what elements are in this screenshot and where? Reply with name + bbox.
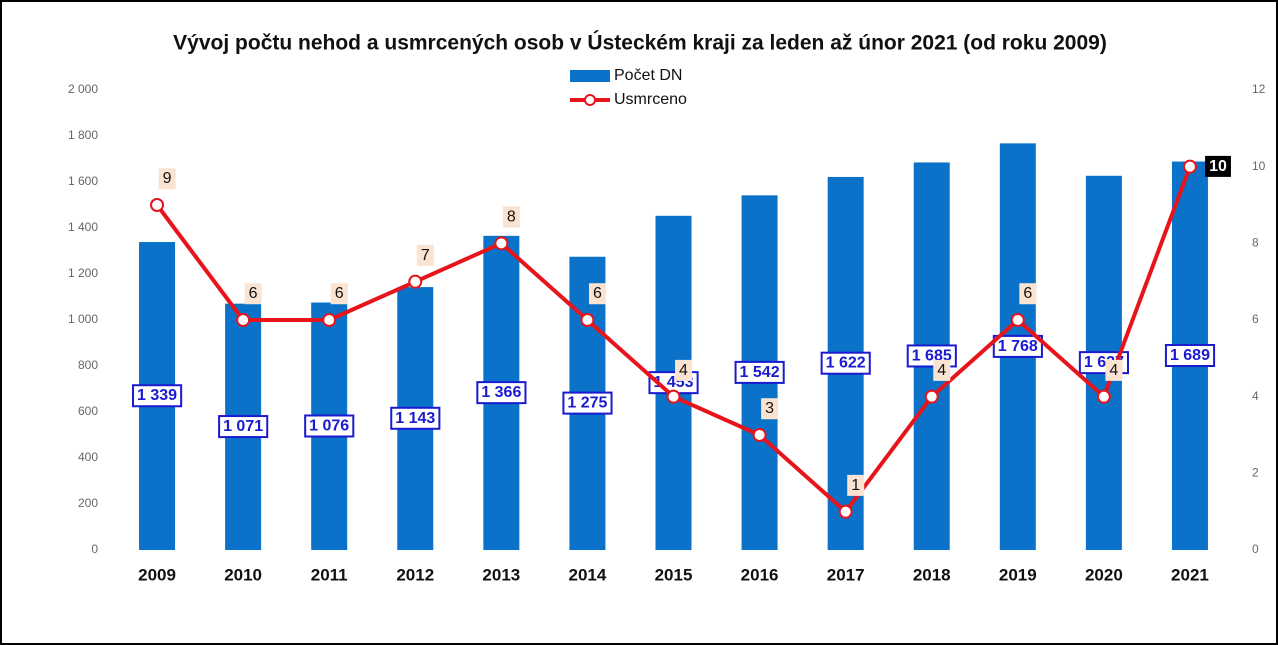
x-tick-label: 2016 — [741, 565, 779, 584]
x-tick-label: 2012 — [396, 565, 434, 584]
line-value-label: 6 — [249, 285, 258, 302]
bar-value-label-box — [734, 360, 785, 384]
line-value-label: 7 — [421, 247, 430, 264]
bar-value-label-box — [390, 406, 441, 430]
line-value-label: 6 — [1023, 285, 1032, 302]
line-value-label-box — [330, 283, 348, 305]
line-value-label-box — [244, 283, 262, 305]
bar-value-label: 1 366 — [481, 384, 521, 401]
line-point — [322, 313, 337, 327]
legend-label: Usmrceno — [614, 91, 687, 108]
bar-value-label: 1 076 — [309, 417, 349, 434]
x-tick-label: 2021 — [1171, 565, 1209, 584]
line-value-label-box — [588, 283, 606, 305]
line-value-label: 3 — [765, 400, 774, 417]
line-point — [150, 198, 165, 212]
line-point — [580, 313, 595, 327]
bar-value-label-box — [992, 334, 1043, 358]
line-value-label-box — [1205, 155, 1231, 177]
x-tick-label: 2015 — [655, 565, 693, 584]
y-tick-label: 800 — [78, 358, 98, 372]
x-tick-label: 2014 — [569, 565, 607, 584]
bar-value-label: 1 339 — [137, 387, 177, 404]
x-tick-label: 2013 — [482, 565, 520, 584]
y-tick-label: 600 — [78, 404, 98, 418]
y-tick-label: 1 400 — [68, 220, 98, 234]
y2-tick-label: 4 — [1252, 389, 1259, 403]
x-tick-label: 2019 — [999, 565, 1037, 584]
y2-tick-label: 10 — [1252, 159, 1266, 173]
line-value-label-box — [416, 244, 434, 266]
line-value-label-box — [847, 474, 865, 496]
line-value-label: 4 — [1109, 362, 1118, 379]
line-point — [1182, 159, 1197, 174]
chart-title: Vývoj počtu nehod a usmrcených osob v Ús… — [173, 31, 1107, 55]
line-point — [666, 389, 681, 404]
line-point — [924, 389, 939, 404]
line-value-label: 1 — [851, 477, 860, 494]
legend-label: Počet DN — [614, 67, 682, 84]
bar-value-label: 1 143 — [395, 410, 435, 427]
y-tick-label: 1 200 — [68, 266, 98, 280]
line-point — [1010, 313, 1025, 327]
x-tick-label: 2020 — [1085, 565, 1123, 584]
line-point — [752, 428, 767, 442]
bar-value-label-box — [476, 381, 527, 405]
legend-swatch — [570, 70, 610, 82]
bar-value-label: 1 275 — [567, 395, 607, 412]
y-tick-label: 200 — [78, 496, 98, 510]
line-value-label: 9 — [163, 170, 172, 187]
line-point — [408, 274, 423, 289]
line-value-label-box — [502, 206, 520, 228]
line-value-label: 10 — [1209, 158, 1227, 175]
bar-value-label-box — [218, 415, 269, 439]
x-tick-label: 2009 — [138, 565, 176, 584]
bar-value-label-box — [304, 414, 355, 438]
line-point — [1096, 389, 1111, 404]
bar-value-label: 1 768 — [998, 338, 1038, 355]
bar-value-label-box — [1164, 343, 1216, 367]
y2-tick-label: 12 — [1252, 82, 1266, 96]
bar-value-label: 1 071 — [223, 418, 263, 435]
line-value-label: 4 — [937, 362, 946, 379]
line-point — [236, 313, 251, 327]
x-tick-label: 2010 — [224, 565, 262, 584]
y-tick-label: 2 000 — [68, 82, 98, 96]
line-value-label: 4 — [679, 362, 688, 379]
line-value-label-box — [761, 398, 779, 420]
bar-value-label-box — [132, 384, 183, 408]
line-value-label-box — [1019, 283, 1037, 305]
line-value-label: 6 — [593, 285, 602, 302]
bar-value-label: 1 622 — [826, 355, 866, 372]
line-value-label: 8 — [507, 209, 516, 226]
bar-value-label-box — [820, 351, 871, 375]
line-value-label-box — [933, 359, 951, 381]
line-value-label-box — [675, 359, 693, 381]
x-tick-label: 2011 — [311, 565, 348, 584]
line-value-label: 6 — [335, 285, 344, 302]
y-tick-label: 1 800 — [68, 128, 98, 142]
line-point — [838, 504, 853, 519]
bar-value-label: 1 689 — [1170, 347, 1210, 364]
y-tick-label: 1 000 — [68, 312, 98, 326]
y2-tick-label: 0 — [1252, 542, 1259, 556]
line-value-label-box — [158, 168, 176, 190]
y2-tick-label: 2 — [1252, 466, 1259, 480]
y2-tick-label: 8 — [1252, 236, 1259, 250]
bar-value-label: 1 542 — [740, 364, 780, 381]
y-tick-label: 0 — [91, 542, 98, 556]
line-point — [494, 236, 509, 251]
line-value-label-box — [1105, 359, 1123, 381]
bar-value-label-box — [562, 391, 613, 415]
x-tick-label: 2018 — [913, 565, 951, 584]
legend-swatch — [584, 94, 596, 106]
y2-tick-label: 6 — [1252, 312, 1259, 326]
y-tick-label: 400 — [78, 450, 98, 464]
y-tick-label: 1 600 — [68, 174, 98, 188]
x-tick-label: 2017 — [827, 565, 865, 584]
